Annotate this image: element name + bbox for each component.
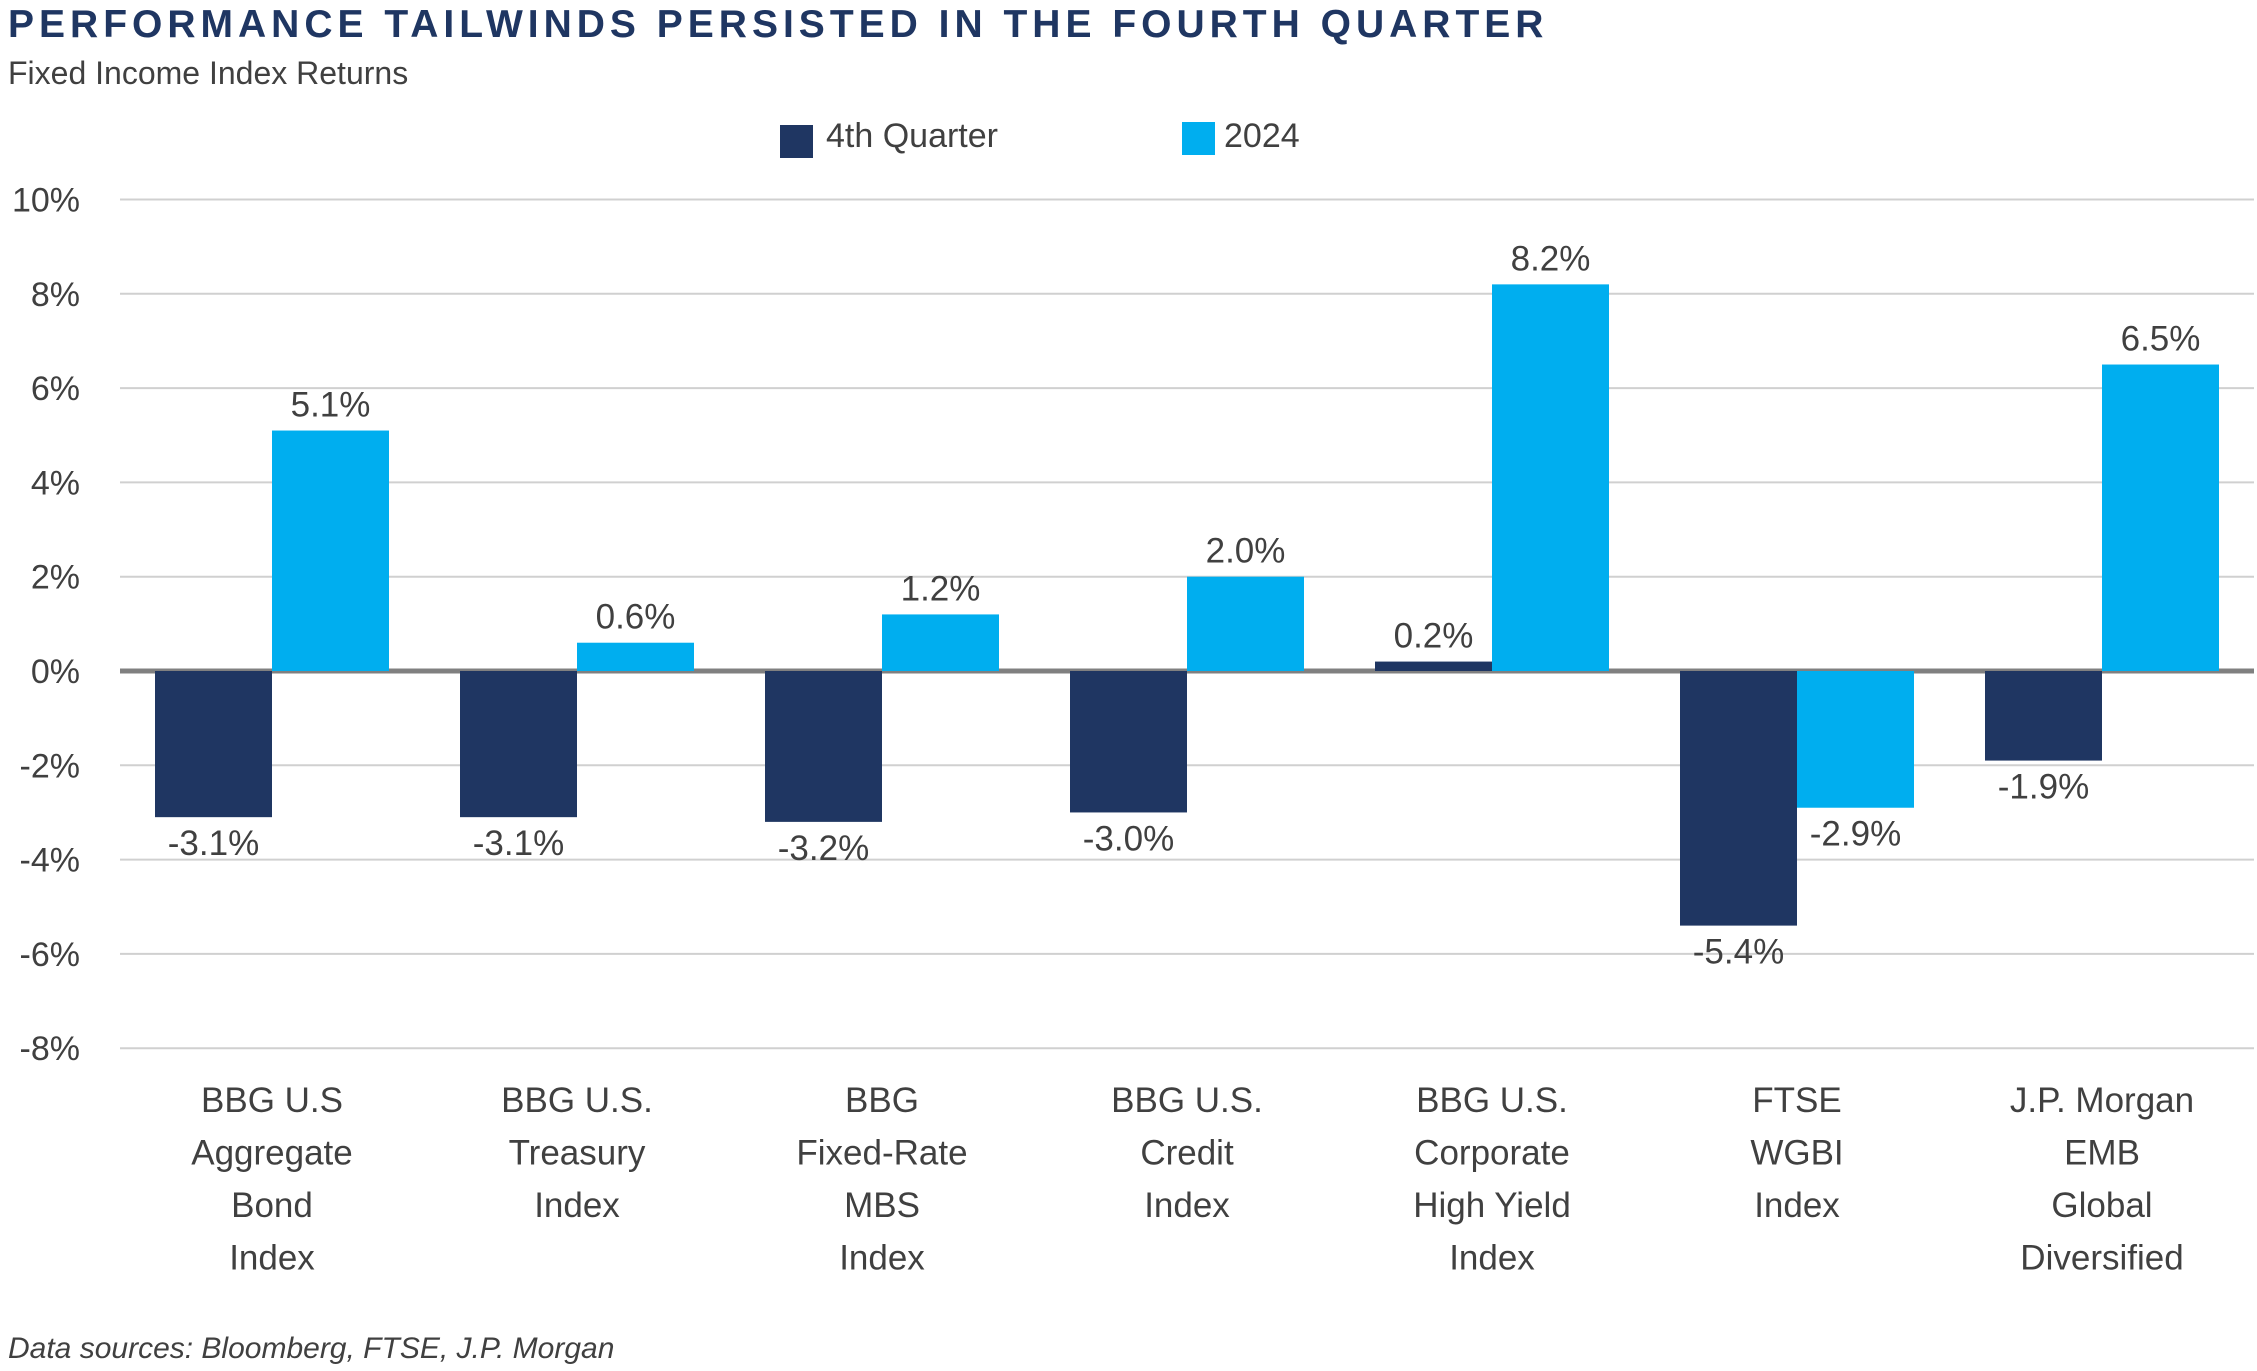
x-tick-label: FTSE WGBI Index: [1750, 1081, 1843, 1225]
x-tick-label: J.P. Morgan EMB Global Diversified: [2010, 1081, 2194, 1278]
bar-2024: [1797, 671, 1914, 808]
y-tick-label: -4%: [20, 842, 80, 880]
bar-q4: [1985, 671, 2102, 761]
x-tick-label: BBG U.S Aggregate Bond Index: [191, 1081, 353, 1278]
bar-2024: [1187, 576, 1304, 671]
y-tick-label: 6%: [31, 370, 80, 408]
bar-q4: [765, 671, 882, 822]
chart-subtitle: Fixed Income Index Returns: [8, 55, 408, 91]
legend-swatch-2024: [1182, 122, 1215, 155]
data-label: -3.1%: [168, 824, 259, 863]
source-note: Data sources: Bloomberg, FTSE, J.P. Morg…: [8, 1332, 614, 1365]
bar-2024: [2102, 364, 2219, 671]
bar-q4: [1375, 661, 1492, 671]
y-tick-label: 4%: [31, 464, 80, 502]
y-tick-label: 8%: [31, 276, 80, 314]
data-label: 0.6%: [596, 598, 676, 637]
legend-label-q4: 4th Quarter: [826, 117, 998, 155]
x-tick-label: BBG U.S. Credit Index: [1111, 1081, 1263, 1225]
bar-2024: [577, 642, 694, 671]
data-label: 5.1%: [291, 386, 371, 425]
x-tick-label: BBG Fixed-Rate MBS Index: [796, 1081, 967, 1278]
data-label: -3.1%: [473, 824, 564, 863]
data-label: -3.0%: [1083, 819, 1174, 858]
data-label: -2.9%: [1810, 815, 1901, 854]
bar-q4: [1070, 671, 1187, 813]
y-tick-label: -6%: [20, 936, 80, 974]
data-label: 1.2%: [901, 569, 981, 608]
y-tick-label: 0%: [31, 653, 80, 691]
legend: 4th Quarter 2024: [780, 117, 1300, 158]
y-tick-label: -8%: [20, 1030, 80, 1068]
x-tick-label: BBG U.S. Corporate High Yield Index: [1413, 1081, 1571, 1278]
y-tick-label: -2%: [20, 747, 80, 785]
data-label: 0.2%: [1394, 617, 1474, 656]
bar-2024: [272, 430, 389, 671]
data-label: 2.0%: [1206, 532, 1286, 571]
bar-q4: [155, 671, 272, 818]
data-label: -3.2%: [778, 829, 869, 868]
bar-2024: [882, 614, 999, 671]
data-label: -1.9%: [1998, 768, 2089, 807]
data-label: -5.4%: [1693, 933, 1784, 972]
legend-label-2024: 2024: [1224, 117, 1300, 155]
y-tick-label: 10%: [12, 182, 80, 220]
x-tick-label: BBG U.S. Treasury Index: [501, 1081, 653, 1225]
bar-q4: [460, 671, 577, 818]
data-label: 8.2%: [1511, 239, 1591, 278]
legend-swatch-q4: [780, 125, 813, 158]
y-tick-label: 2%: [31, 559, 80, 597]
bar-q4: [1680, 671, 1797, 926]
data-label: 6.5%: [2121, 320, 2201, 359]
bar-2024: [1492, 284, 1609, 671]
chart-title: PERFORMANCE TAILWINDS PERSISTED IN THE F…: [8, 3, 1548, 46]
